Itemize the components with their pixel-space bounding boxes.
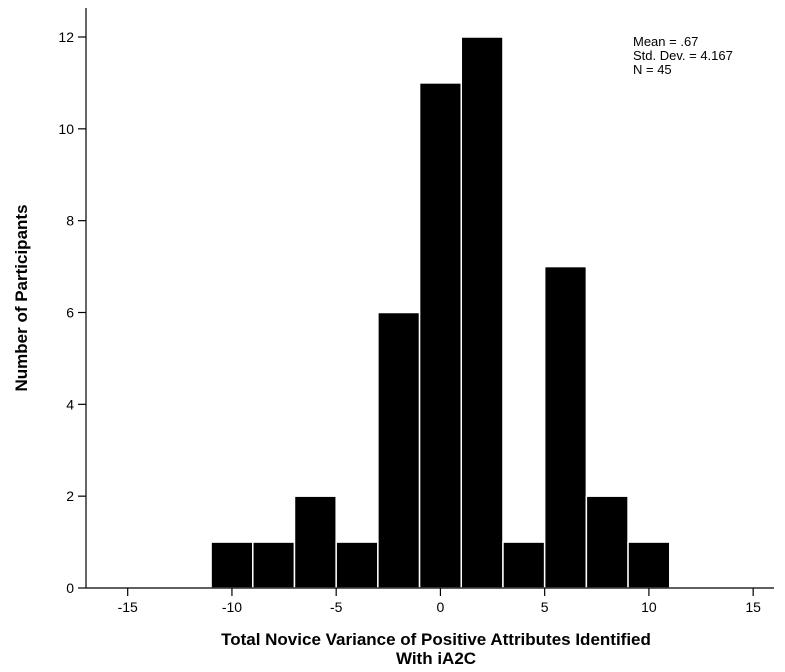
histogram-bar-1 — [252, 541, 296, 589]
x-axis: -15 -10 -5 0 5 10 15 — [86, 587, 774, 615]
histogram-bar-10 — [627, 541, 671, 589]
histogram-bar-3 — [335, 541, 379, 589]
y-axis: 0 2 4 6 8 10 12 — [58, 8, 87, 596]
x-tick-label-3: 0 — [437, 599, 445, 615]
histogram-bar-7 — [502, 541, 546, 589]
stats-n: N = 45 — [633, 62, 672, 77]
x-tick-label-2: -5 — [330, 599, 343, 615]
stats-std-dev: Std. Dev. = 4.167 — [633, 48, 733, 63]
x-axis-title-line-2: With iA2C — [396, 649, 476, 668]
y-tick-label-4: 8 — [66, 213, 74, 229]
y-tick-label-5: 10 — [58, 121, 74, 137]
y-tick-label-1: 2 — [66, 488, 74, 504]
histogram-bar-4 — [377, 311, 421, 589]
histogram-bar-0 — [210, 541, 254, 589]
x-tick-label-1: -10 — [222, 599, 242, 615]
y-tick-label-6: 12 — [58, 29, 74, 45]
stats-mean: Mean = .67 — [633, 34, 698, 49]
histogram-bar-5 — [418, 82, 463, 589]
y-tick-label-0: 0 — [66, 580, 74, 596]
histogram-bar-2 — [293, 495, 337, 589]
stats-box: Mean = .67 Std. Dev. = 4.167 N = 45 — [633, 34, 733, 77]
x-axis-title-line-1: Total Novice Variance of Positive Attrib… — [221, 630, 651, 649]
y-tick-label-3: 6 — [66, 305, 74, 321]
y-tick-label-2: 4 — [66, 396, 74, 412]
histogram-bars — [210, 36, 671, 589]
x-tick-label-4: 5 — [541, 599, 549, 615]
x-tick-label-0: -15 — [118, 599, 138, 615]
y-axis-title: Number of Participants — [12, 204, 31, 391]
histogram-bar-9 — [585, 495, 629, 589]
histogram-bar-8 — [543, 265, 588, 589]
x-tick-label-6: 15 — [745, 599, 761, 615]
histogram-bar-6 — [460, 36, 504, 589]
x-tick-label-5: 10 — [641, 599, 657, 615]
